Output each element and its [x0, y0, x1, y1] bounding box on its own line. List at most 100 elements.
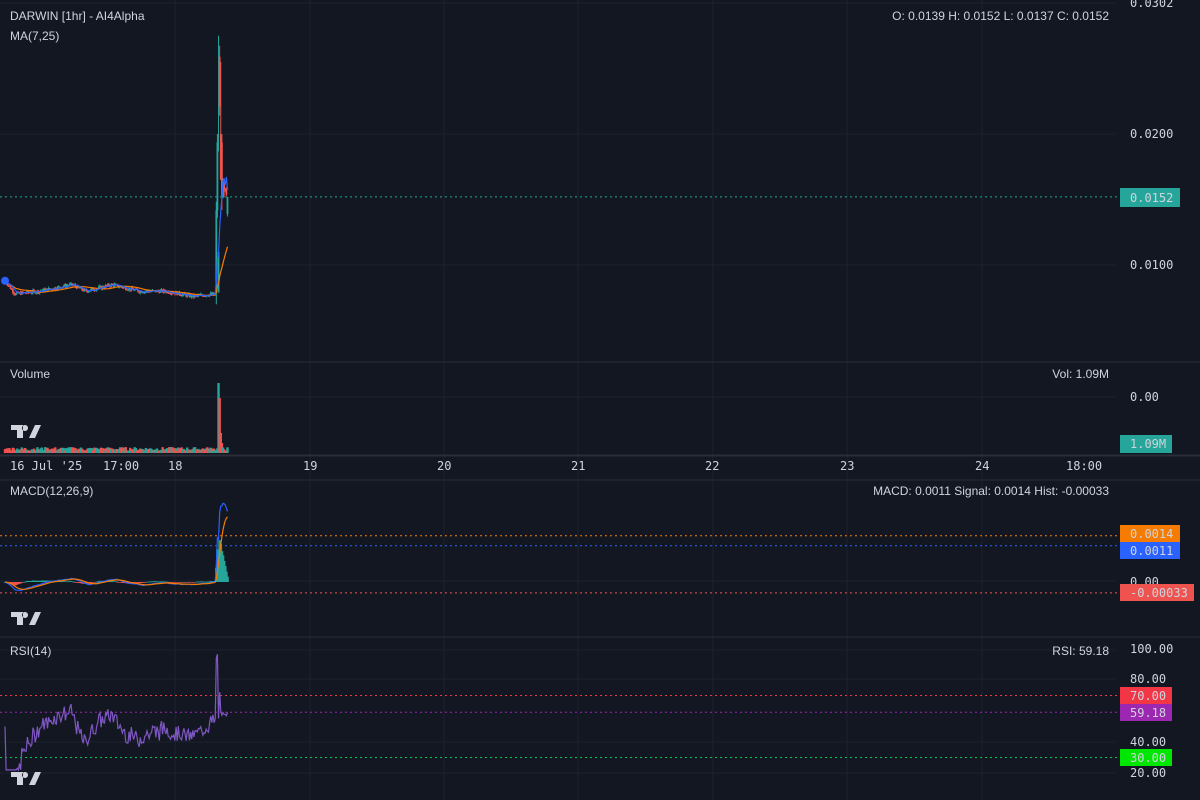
- candle-body: [203, 295, 205, 297]
- volume-bar: [46, 447, 49, 453]
- candle-body: [189, 295, 192, 297]
- time-label-24: 24: [975, 459, 989, 473]
- rsi-tick-80: 80.00: [1130, 672, 1166, 686]
- macd-value-badge-text: 0.0011: [1130, 544, 1173, 558]
- rsi-tick-100: 100.00: [1130, 642, 1173, 656]
- candle-body: [225, 189, 228, 195]
- candle-body: [13, 292, 15, 294]
- tradingview-logo-icon: [11, 772, 41, 785]
- volume-badge-text: 1.09M: [1130, 437, 1166, 451]
- candle-body: [26, 290, 29, 293]
- time-label-23: 23: [840, 459, 854, 473]
- volume-bar: [210, 448, 214, 453]
- volume-bar: [218, 398, 221, 453]
- time-label-22: 22: [705, 459, 719, 473]
- last-price-badge-text: 0.0152: [1130, 191, 1173, 205]
- candle-body: [179, 294, 182, 296]
- candle-body: [87, 291, 90, 293]
- candle-body: [108, 284, 110, 287]
- rsi-readout: RSI: 59.18: [1052, 644, 1109, 658]
- candle-body: [35, 292, 38, 294]
- candle-body: [226, 196, 229, 214]
- volume-bar: [54, 447, 57, 453]
- time-label-20: 20: [437, 459, 451, 473]
- macd-hist-bar: [226, 576, 229, 582]
- candle-body: [168, 292, 171, 294]
- candle-body: [209, 293, 212, 295]
- volume-bar: [44, 447, 47, 453]
- time-axis: 16 Jul '25 17:00 18 19 20 21 22 23 24 18…: [10, 459, 1102, 473]
- candle-body: [121, 286, 124, 288]
- macd-hist-bar: [156, 581, 160, 583]
- candle-body: [43, 289, 46, 292]
- candle-body: [224, 188, 227, 190]
- tradingview-logo-icon: [11, 612, 41, 625]
- candle-body: [141, 292, 144, 294]
- volume-bar: [134, 447, 138, 453]
- candle-body: [137, 290, 139, 292]
- volume-badge: 1.09M: [1120, 435, 1172, 453]
- rsi-30-badge-text: 30.00: [1130, 751, 1166, 765]
- volume-zero-tick: 0.00: [1130, 390, 1159, 404]
- candle-body: [213, 292, 215, 295]
- candle-body: [215, 210, 218, 294]
- candle-body: [52, 289, 54, 291]
- candle-body: [170, 293, 173, 295]
- candle-body: [131, 287, 134, 290]
- candle-body: [106, 284, 109, 286]
- candle-body: [85, 290, 88, 292]
- candle-body: [11, 289, 14, 293]
- candle-body: [122, 287, 125, 289]
- candle-body: [217, 251, 220, 293]
- candle-body: [58, 286, 61, 288]
- volume-readout: Vol: 1.09M: [1052, 367, 1109, 381]
- candle-body: [73, 284, 76, 286]
- rsi-70-badge: 70.00: [1120, 687, 1172, 704]
- time-label-1800: 18:00: [1066, 459, 1102, 473]
- candle-body: [9, 286, 12, 289]
- volume-bar: [121, 447, 124, 453]
- rsi-70-badge-text: 70.00: [1130, 689, 1166, 703]
- candle-body: [180, 295, 183, 297]
- rsi-pane[interactable]: [0, 654, 1120, 772]
- candle-body: [27, 290, 30, 293]
- candle-body: [171, 293, 174, 295]
- candle-body: [63, 284, 66, 287]
- rsi-tick-40: 40.00: [1130, 735, 1166, 749]
- macd-line: [4, 502, 229, 592]
- candle-body: [30, 292, 33, 294]
- ma-7-line: [4, 176, 229, 297]
- price-pane[interactable]: [0, 35, 1120, 305]
- last-price-badge: 0.0152: [1120, 188, 1180, 207]
- candle-body: [68, 284, 71, 286]
- candle-body: [216, 142, 219, 211]
- candle-body: [100, 286, 103, 289]
- candle-body: [56, 286, 59, 290]
- candle-body: [103, 287, 106, 289]
- candle-body: [99, 286, 101, 288]
- macd-hist-bar: [115, 581, 119, 583]
- candle-body: [91, 288, 94, 290]
- time-label-start: 16 Jul '25: [10, 459, 82, 473]
- rsi-tick-20: 20.00: [1130, 766, 1166, 780]
- candle-body: [83, 289, 86, 291]
- candle-body: [57, 286, 60, 288]
- rsi-value-badge-text: 59.18: [1130, 706, 1166, 720]
- candle-body: [219, 134, 222, 180]
- candle-body: [79, 287, 81, 289]
- candle-body: [220, 142, 223, 198]
- candle-body: [204, 295, 207, 297]
- candle-body: [15, 293, 18, 295]
- candle-body: [212, 292, 214, 295]
- macd-label: MACD(12,26,9): [10, 484, 93, 498]
- macd-value-badge: 0.0011: [1120, 542, 1180, 559]
- macd-pane[interactable]: [0, 502, 1120, 594]
- candle-body: [181, 294, 184, 296]
- candle-body: [218, 56, 221, 107]
- volume-bar: [74, 447, 77, 453]
- tradingview-logo-icon: [11, 425, 41, 438]
- candle-body: [160, 289, 163, 291]
- volume-bar: [32, 448, 36, 453]
